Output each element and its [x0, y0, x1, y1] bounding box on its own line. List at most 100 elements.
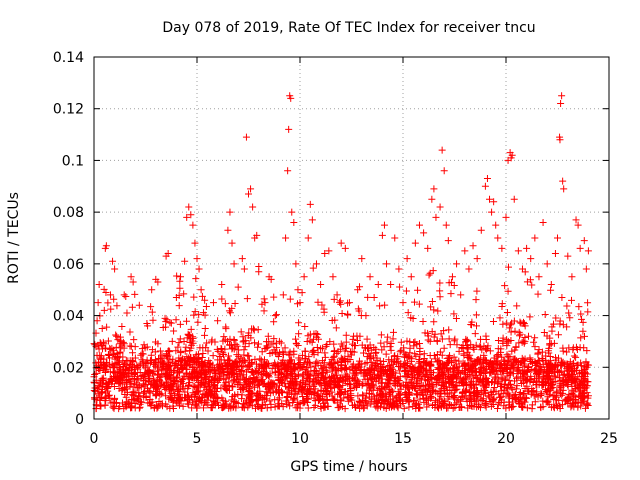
data-point [164, 382, 172, 390]
data-point [190, 293, 198, 301]
data-point [256, 355, 264, 363]
data-point [330, 340, 338, 348]
data-point [303, 398, 311, 406]
data-point [496, 360, 504, 368]
data-point [407, 314, 415, 322]
data-point [159, 363, 167, 371]
data-point [457, 291, 465, 299]
data-point [302, 380, 310, 388]
data-point [237, 367, 245, 375]
data-point [471, 330, 479, 338]
data-point [555, 396, 563, 404]
data-point [453, 399, 461, 407]
data-point [428, 375, 436, 383]
data-point [378, 231, 386, 239]
data-point [369, 367, 377, 375]
data-point [512, 374, 520, 382]
data-point [244, 352, 252, 360]
data-point [416, 375, 424, 383]
data-point [243, 378, 251, 386]
data-point [321, 250, 329, 258]
data-point [385, 395, 393, 403]
data-point [452, 315, 460, 323]
data-point [147, 402, 155, 410]
data-point [228, 345, 236, 353]
data-point [179, 402, 187, 410]
data-point [568, 386, 576, 394]
data-point [199, 404, 207, 412]
data-point [489, 365, 497, 373]
data-point [294, 286, 302, 294]
data-point [321, 353, 329, 361]
data-point [355, 360, 363, 368]
data-point [424, 400, 432, 408]
data-point [296, 399, 304, 407]
data-point [428, 195, 436, 203]
data-point [187, 211, 195, 219]
data-point [395, 265, 403, 273]
data-point [458, 344, 466, 352]
data-point [461, 361, 469, 369]
data-point [503, 351, 511, 359]
data-point [167, 368, 175, 376]
data-point [154, 359, 162, 367]
data-point [345, 299, 353, 307]
data-point [546, 387, 554, 395]
data-point [526, 313, 534, 321]
data-point [260, 307, 268, 315]
data-point [492, 221, 500, 229]
data-point [498, 303, 506, 311]
data-point [124, 371, 132, 379]
data-point [303, 337, 311, 345]
data-point [425, 271, 433, 279]
data-point [576, 244, 584, 252]
data-point [94, 299, 102, 307]
data-point [414, 390, 422, 398]
data-point [144, 375, 152, 383]
data-point [184, 381, 192, 389]
data-point [211, 383, 219, 391]
data-point [493, 404, 501, 412]
data-point [535, 369, 543, 377]
data-point [189, 364, 197, 372]
y-axis-label: ROTI / TECUs [6, 192, 22, 284]
data-point [558, 377, 566, 385]
data-point [211, 391, 219, 399]
data-point [162, 371, 170, 379]
data-point [461, 392, 469, 400]
data-point [503, 319, 511, 327]
data-point [354, 286, 362, 294]
data-point [249, 369, 257, 377]
data-point [391, 234, 399, 242]
data-point [323, 368, 331, 376]
data-point [172, 316, 180, 324]
data-point [97, 389, 105, 397]
data-point [375, 385, 383, 393]
data-point [201, 398, 209, 406]
data-point [139, 358, 147, 366]
data-point [263, 338, 271, 346]
data-point [168, 337, 176, 345]
data-point [569, 375, 577, 383]
data-point [329, 353, 337, 361]
data-point [181, 388, 189, 396]
data-point [567, 403, 575, 411]
data-point [315, 393, 323, 401]
data-point [264, 332, 272, 340]
data-point [443, 386, 451, 394]
data-point [195, 265, 203, 273]
data-point [554, 234, 561, 242]
data-point [301, 347, 309, 355]
data-point [154, 371, 162, 379]
data-point [203, 391, 211, 399]
data-point [162, 392, 170, 400]
data-point [115, 364, 123, 372]
data-point [170, 327, 178, 335]
data-point [183, 317, 191, 325]
data-point [358, 381, 366, 389]
data-point [105, 391, 113, 399]
data-point [233, 342, 241, 350]
data-point [453, 260, 461, 268]
data-point [190, 357, 198, 365]
data-point [178, 383, 186, 391]
